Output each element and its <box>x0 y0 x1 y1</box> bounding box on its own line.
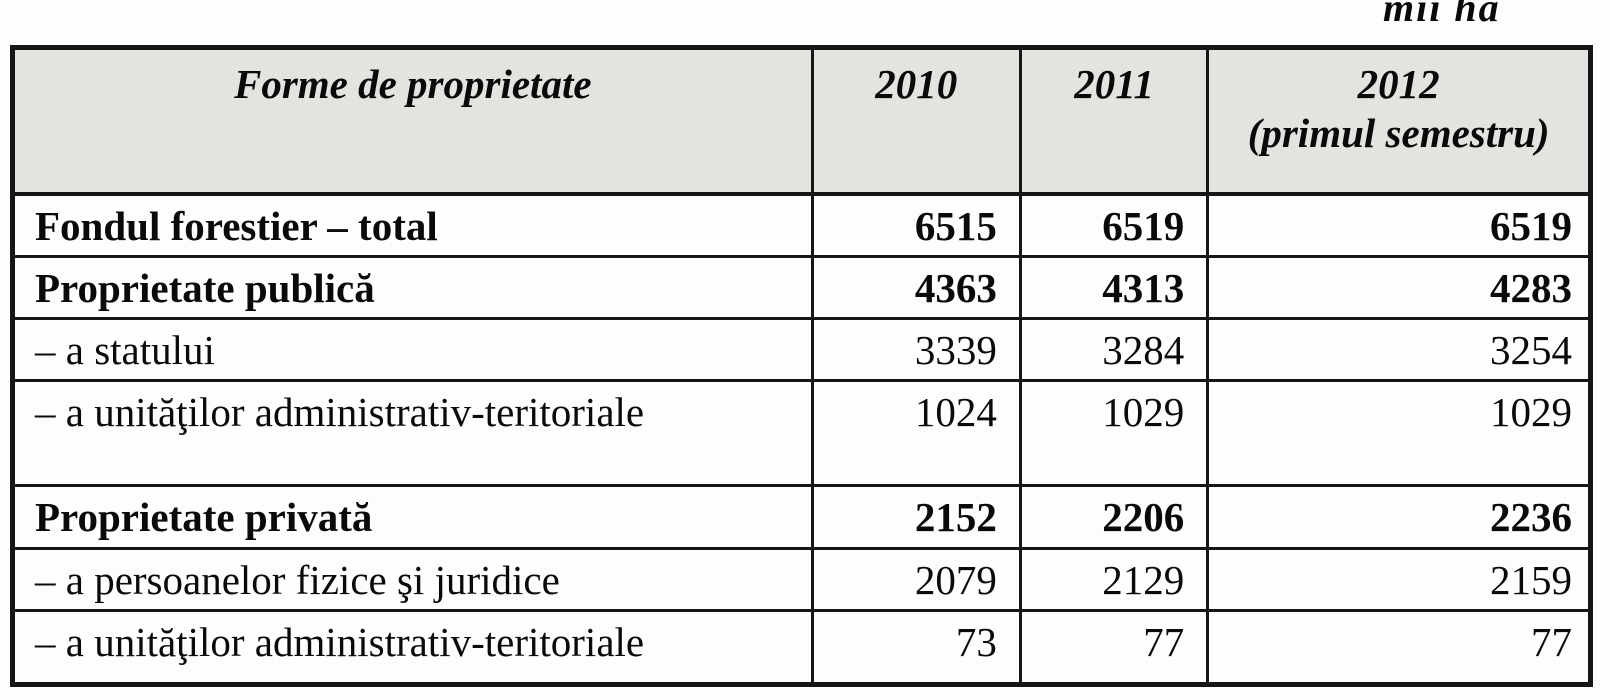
value-2010: 2079 <box>810 546 1022 612</box>
table-row-admin-territorial-private: – a unităţilor administrativ-teritoriale… <box>11 608 1592 686</box>
unit-label: mii ha <box>1383 0 1501 30</box>
row-label: – a statului <box>11 317 814 383</box>
row-label: Proprietate publică <box>11 254 814 321</box>
value-2012: 4283 <box>1206 254 1592 321</box>
table-row-total: Fondul forestier – total 6515 6519 6519 <box>11 192 1592 258</box>
header-row: Forme de proprietate 2010 2011 2012 (pri… <box>11 46 1592 196</box>
value-2010: 4363 <box>810 254 1022 321</box>
value-2011: 77 <box>1018 608 1210 686</box>
table-row-private: Proprietate privată 2152 2206 2236 <box>11 484 1592 550</box>
value-2011: 6519 <box>1018 192 1210 258</box>
header-2012: 2012 (primul semestru) <box>1206 46 1592 196</box>
table-header: Forme de proprietate 2010 2011 2012 (pri… <box>11 46 1592 196</box>
value-2010: 73 <box>810 608 1022 686</box>
table-row-state: – a statului 3339 3284 3254 <box>11 317 1592 383</box>
value-2012: 77 <box>1206 608 1592 686</box>
value-2012: 2159 <box>1206 546 1592 612</box>
value-2010: 6515 <box>810 192 1022 258</box>
table-row-public: Proprietate publică 4363 4313 4283 <box>11 254 1592 321</box>
row-label: – a persoanelor fizice şi juridice <box>11 546 814 612</box>
value-2011: 4313 <box>1018 254 1210 321</box>
value-2012: 1029 <box>1206 379 1592 488</box>
row-label: Fondul forestier – total <box>11 192 814 258</box>
header-2012-year: 2012 <box>1357 61 1440 107</box>
property-forms-table: Forme de proprietate 2010 2011 2012 (pri… <box>10 45 1593 687</box>
table-body: Fondul forestier – total 6515 6519 6519 … <box>11 192 1592 686</box>
value-2011: 1029 <box>1018 379 1210 488</box>
header-forms: Forme de proprietate <box>11 46 814 196</box>
row-label: – a unităţilor administrativ-teritoriale <box>11 608 814 686</box>
value-2011: 3284 <box>1018 317 1210 383</box>
value-2010: 2152 <box>810 484 1022 550</box>
table-row-admin-territorial-public: – a unităţilor administrativ-teritoriale… <box>11 379 1592 488</box>
header-2011: 2011 <box>1018 46 1210 196</box>
value-2011: 2129 <box>1018 546 1210 612</box>
value-2012: 6519 <box>1206 192 1592 258</box>
header-2012-subtitle: (primul semestru) <box>1247 110 1550 157</box>
table-row-persons: – a persoanelor fizice şi juridice 2079 … <box>11 546 1592 612</box>
value-2012: 3254 <box>1206 317 1592 383</box>
value-2010: 3339 <box>810 317 1022 383</box>
row-label: Proprietate privată <box>11 484 814 550</box>
value-2011: 2206 <box>1018 484 1210 550</box>
header-2010: 2010 <box>810 46 1022 196</box>
value-2010: 1024 <box>810 379 1022 488</box>
value-2012: 2236 <box>1206 484 1592 550</box>
row-label: – a unităţilor administrativ-teritoriale <box>11 379 814 488</box>
